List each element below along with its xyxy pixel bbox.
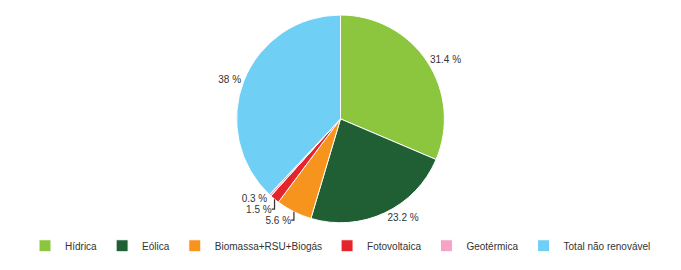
svg-text:23.2 %: 23.2 % [387, 212, 418, 223]
svg-text:0.3 %: 0.3 % [242, 193, 268, 204]
svg-text:Fotovoltaica: Fotovoltaica [367, 241, 421, 252]
svg-text:1.5 %: 1.5 % [246, 204, 272, 215]
svg-text:Biomassa+RSU+Biogás: Biomassa+RSU+Biogás [215, 241, 322, 252]
svg-text:5.6 %: 5.6 % [265, 215, 291, 226]
svg-text:Eólica: Eólica [142, 241, 170, 252]
svg-text:Hídrica: Hídrica [65, 241, 97, 252]
svg-text:Total não renovável: Total não renovável [564, 241, 651, 252]
svg-text:31.4 %: 31.4 % [430, 54, 461, 65]
svg-text:Geotérmica: Geotérmica [466, 241, 518, 252]
svg-text:38 %: 38 % [218, 74, 241, 85]
